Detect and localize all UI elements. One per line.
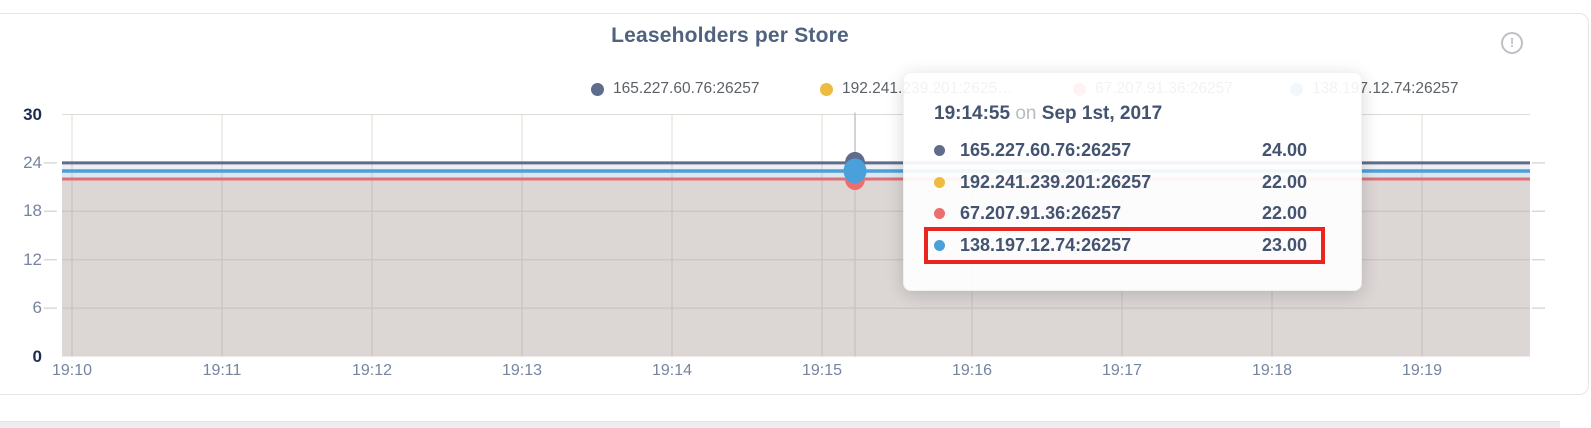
tooltip-series-dot-icon	[934, 176, 945, 188]
x-axis-label: 19:16	[951, 362, 993, 379]
tooltip-row: 192.241.239.201:26257 22.00	[934, 167, 1307, 199]
tooltip-rows: 165.227.60.76:26257 24.00 192.241.239.201:…	[924, 135, 1325, 264]
tooltip-title: 19:14:55 on Sep 1st, 2017	[934, 103, 1307, 125]
y-axis-label: 18	[23, 201, 42, 221]
tooltip-row: 165.227.60.76:26257 24.00	[934, 135, 1307, 167]
x-axis-label: 19:18	[1251, 362, 1293, 379]
legend-series-dot-icon	[591, 82, 604, 96]
tooltip-series-value: 23.00	[1261, 234, 1307, 255]
tooltip-series-label: 138.197.12.74:26257	[960, 234, 1132, 255]
x-axis-label: 19:12	[351, 362, 393, 379]
y-axis-label: 30	[23, 104, 42, 124]
tooltip-time: 19:14:55	[934, 103, 1011, 124]
tooltip-series-label: 165.227.60.76:26257	[960, 140, 1132, 161]
tooltip-series-value: 22.00	[1261, 171, 1307, 192]
x-axis-label: 19:10	[51, 362, 93, 379]
x-axis-label: 19:14	[651, 362, 693, 379]
tooltip-series-dot-icon	[934, 208, 945, 220]
tooltip-series-label: 67.207.91.36:26257	[960, 203, 1122, 224]
x-axis-label: 19:15	[801, 362, 843, 379]
y-axis-label: 24	[23, 152, 42, 172]
legend-label: 165.227.60.76:26257	[613, 80, 760, 97]
y-axis-label: 0	[32, 346, 42, 366]
tooltip-series-value: 22.00	[1261, 203, 1307, 224]
tooltip-series-label: 192.241.239.201:26257	[960, 171, 1152, 192]
x-axis-label: 19:13	[501, 362, 543, 379]
info-icon[interactable]: !	[1501, 32, 1523, 54]
x-axis-label: 19:17	[1101, 362, 1143, 379]
tooltip-date: Sep 1st, 2017	[1041, 103, 1163, 124]
tooltip-on-word: on	[1015, 103, 1037, 124]
x-axis-label: 19:19	[1401, 362, 1443, 379]
tooltip-series-dot-icon	[934, 145, 945, 157]
y-axis-label: 6	[32, 298, 42, 318]
y-axis-label: 12	[23, 249, 42, 269]
tooltip-row: 138.197.12.74:26257 23.00	[924, 226, 1325, 264]
hover-tooltip: 19:14:55 on Sep 1st, 2017 165.227.60.76:…	[903, 72, 1362, 291]
tooltip-row: 67.207.91.36:26257 22.00	[934, 198, 1307, 230]
legend-item[interactable]: 165.227.60.76:26257	[591, 78, 760, 100]
legend-series-dot-icon	[820, 82, 833, 96]
tooltip-series-value: 24.00	[1261, 140, 1307, 161]
chart-title: Leaseholders per Store	[611, 24, 849, 47]
tooltip-series-dot-icon	[934, 239, 945, 251]
next-section-edge	[0, 421, 1560, 428]
x-axis-label: 19:11	[202, 362, 242, 379]
